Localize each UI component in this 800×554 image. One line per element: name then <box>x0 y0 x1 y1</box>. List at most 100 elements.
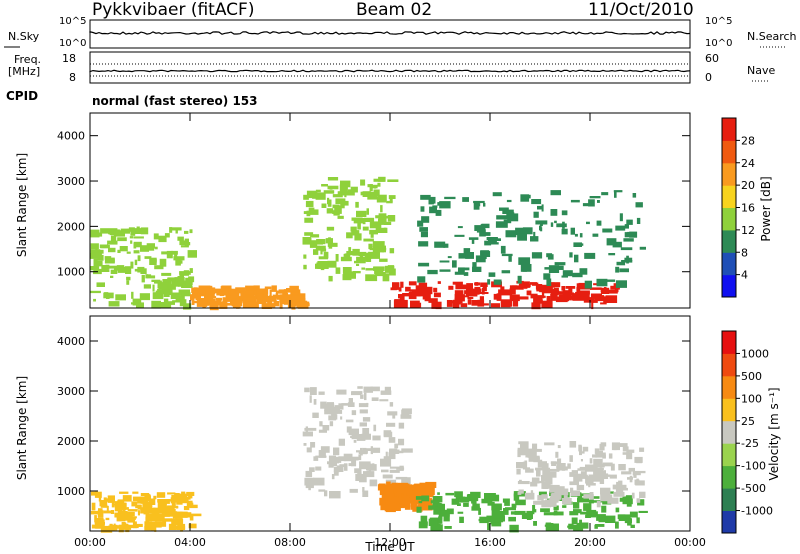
colorbar-swatch <box>722 488 736 511</box>
data-cell <box>310 479 319 485</box>
data-cell <box>626 255 629 264</box>
data-cell <box>530 481 538 487</box>
data-cell <box>503 302 511 305</box>
data-cell <box>428 518 438 526</box>
data-cell <box>554 220 557 224</box>
data-cell <box>309 395 312 403</box>
data-cell <box>518 257 531 265</box>
data-cell <box>381 469 389 473</box>
data-cell <box>154 280 162 284</box>
data-cell <box>332 204 340 209</box>
data-cell <box>90 243 99 250</box>
colorbar-tick-label: 24 <box>741 157 755 170</box>
data-cell <box>553 511 564 516</box>
data-cell <box>184 512 192 518</box>
data-cell <box>501 253 513 257</box>
data-cell <box>481 223 490 229</box>
data-cell <box>133 241 142 248</box>
data-cell <box>425 481 437 488</box>
data-cell <box>357 472 362 477</box>
data-cell <box>489 518 500 523</box>
data-cell <box>367 192 378 200</box>
colorbar-swatch <box>722 252 736 276</box>
data-cell <box>193 287 198 291</box>
data-cell <box>215 297 223 301</box>
data-cell <box>619 213 623 222</box>
data-cell <box>382 273 390 282</box>
data-cell <box>209 300 219 309</box>
data-cell <box>226 292 230 298</box>
data-cell <box>438 516 443 520</box>
data-cell <box>356 263 360 266</box>
data-cell <box>574 233 578 237</box>
data-cell <box>398 422 405 429</box>
data-cell <box>570 487 574 493</box>
data-cell <box>389 466 400 469</box>
data-cell <box>370 447 381 453</box>
data-cell <box>263 294 269 298</box>
data-cell <box>572 293 581 297</box>
data-cell <box>380 390 392 395</box>
data-cell <box>121 522 126 528</box>
data-cell <box>580 459 583 462</box>
data-cell <box>317 261 329 269</box>
data-cell <box>351 230 360 236</box>
data-cell <box>486 515 493 523</box>
data-cell <box>257 288 263 296</box>
data-cell <box>384 386 391 392</box>
data-cell <box>518 296 529 300</box>
data-cell <box>377 182 381 187</box>
data-cell <box>522 449 532 455</box>
data-cell <box>154 265 164 270</box>
data-cell <box>271 285 277 292</box>
nave-tick-bottom: 0 <box>705 71 712 84</box>
data-cell <box>444 196 456 200</box>
data-cell <box>362 447 367 452</box>
data-cell <box>624 224 629 229</box>
data-cell <box>338 438 345 446</box>
data-cell <box>318 429 327 433</box>
data-cell <box>152 511 158 519</box>
data-cell <box>569 441 577 448</box>
data-cell <box>615 225 626 231</box>
data-cell <box>446 300 453 307</box>
data-cell <box>395 476 408 480</box>
data-cell <box>562 505 567 508</box>
data-cell <box>114 503 123 512</box>
data-cell <box>533 521 537 526</box>
data-cell <box>362 487 365 492</box>
data-cell <box>512 299 519 307</box>
y-tick-label: 3000 <box>57 385 85 398</box>
data-cell <box>417 276 426 283</box>
data-cell <box>269 303 276 308</box>
data-cell <box>487 501 495 506</box>
data-cell <box>356 256 368 262</box>
data-cell <box>313 399 317 405</box>
data-cell <box>622 446 629 452</box>
data-cell <box>452 281 463 285</box>
velocity-colorbar: 1000 500 100 25 -25 -100 -500 -1000 <box>721 330 773 534</box>
nsky-tick-bottom: 10^0 <box>59 38 87 49</box>
power-panel: 1000 2000 3000 4000 <box>57 112 691 311</box>
data-cell <box>454 290 464 296</box>
data-cell <box>142 501 150 508</box>
data-cell <box>177 260 183 264</box>
data-cell <box>409 491 421 498</box>
data-cell <box>401 477 411 485</box>
data-cell <box>308 487 311 491</box>
data-cell <box>387 215 396 222</box>
data-cell <box>94 518 104 524</box>
data-cell <box>338 403 347 406</box>
data-cell <box>571 517 578 525</box>
data-cell <box>445 492 455 496</box>
data-cell <box>528 457 540 462</box>
freq-unit: [MHz] <box>8 65 41 78</box>
data-cell <box>394 443 399 449</box>
data-cell <box>541 475 552 482</box>
data-cell <box>535 480 545 484</box>
data-cell <box>421 490 434 495</box>
data-cell <box>384 486 395 490</box>
y-tick-label: 1000 <box>57 485 85 498</box>
data-cell <box>632 193 637 198</box>
data-cell <box>492 192 502 197</box>
